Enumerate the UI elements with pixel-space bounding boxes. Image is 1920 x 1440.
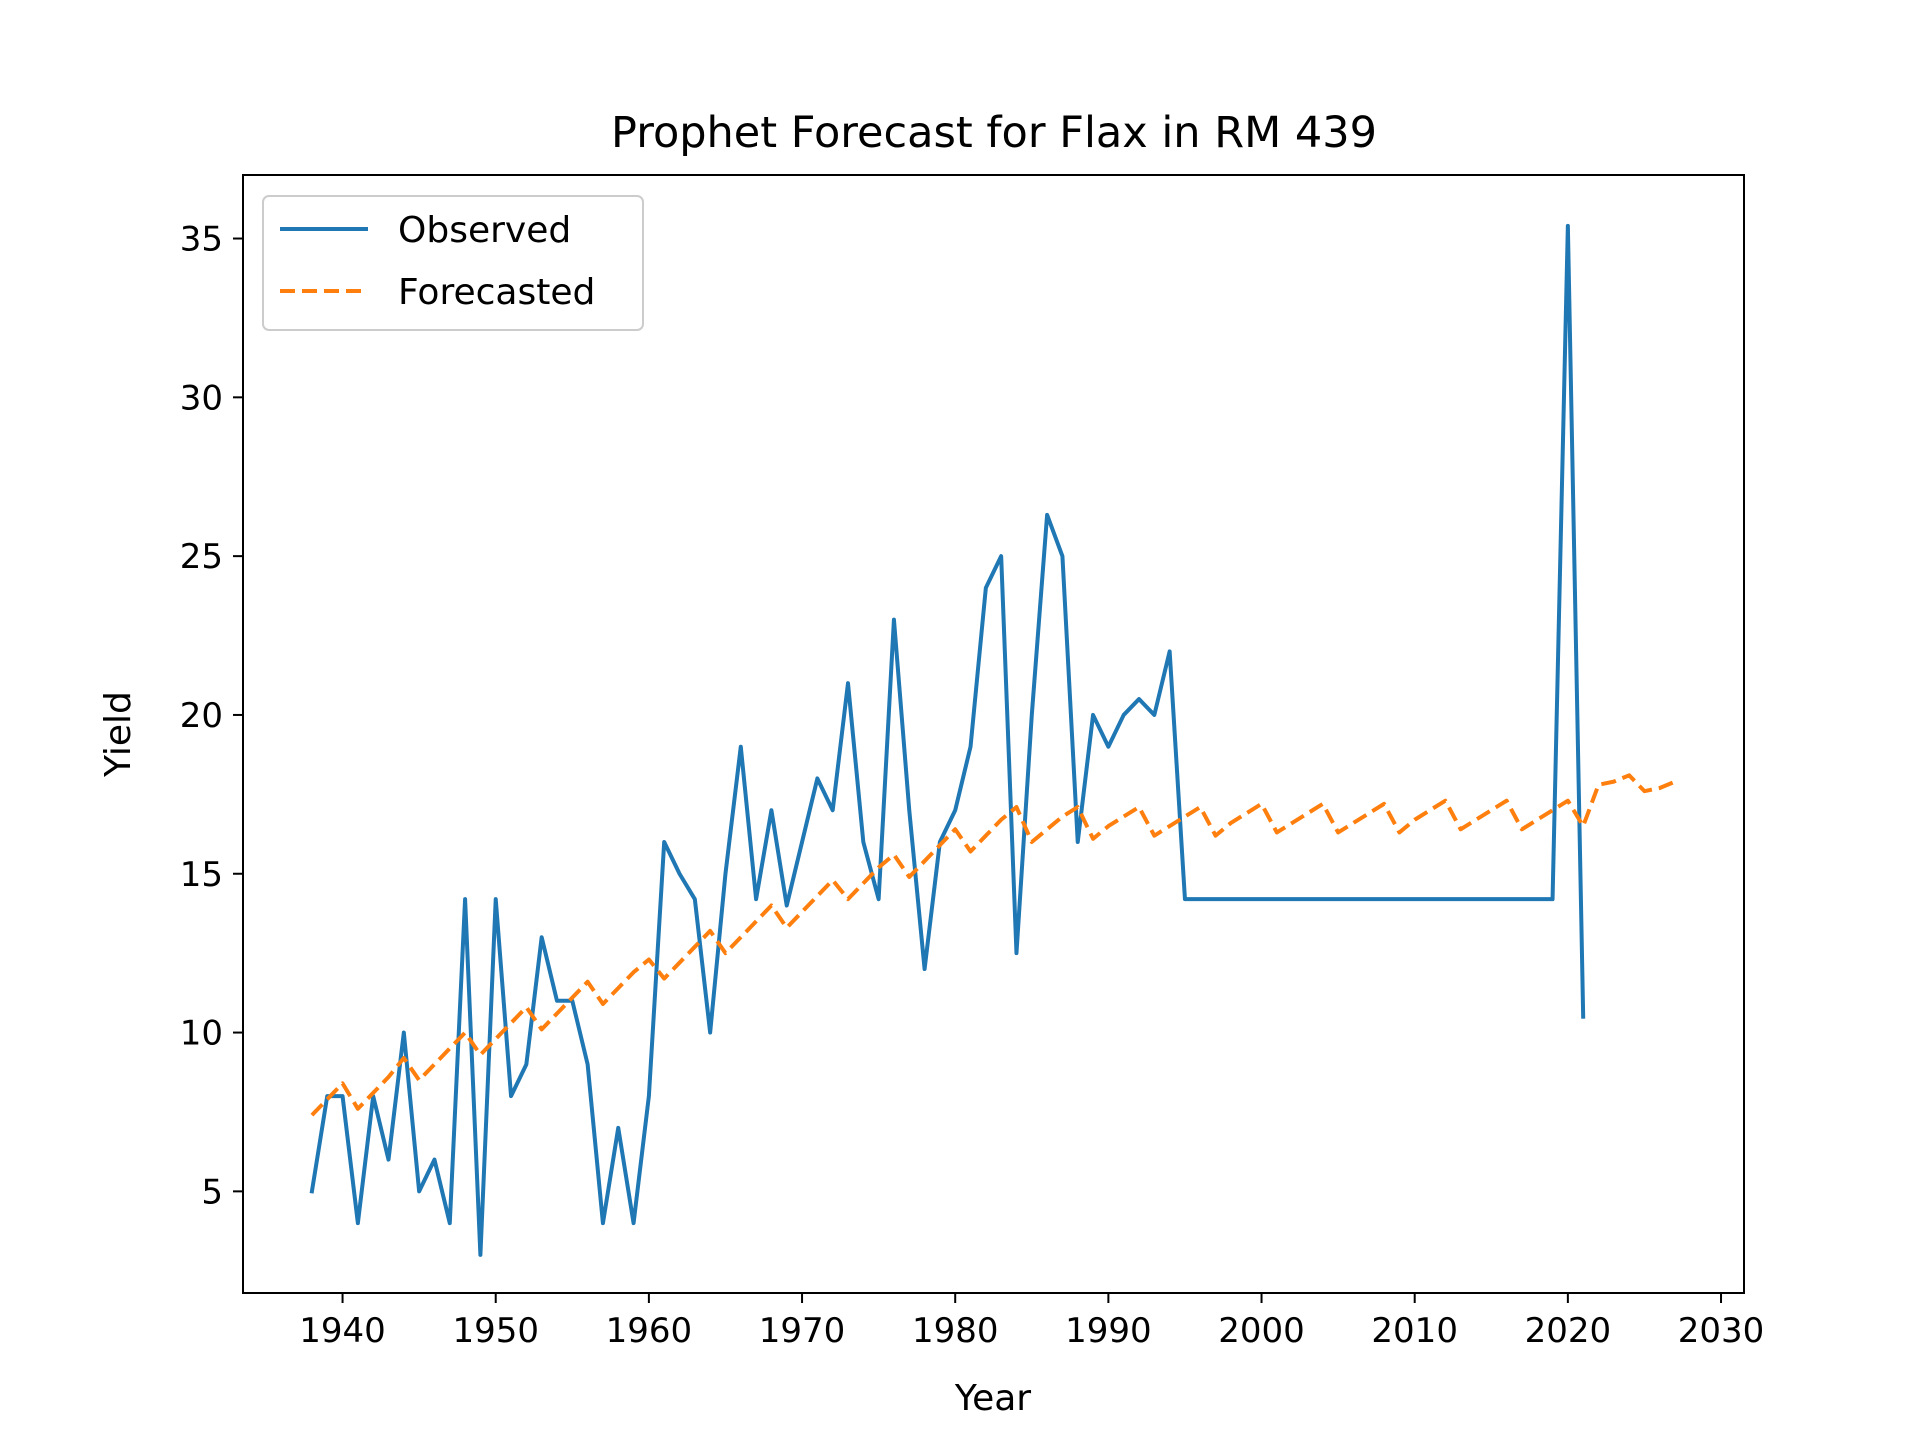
y-tick-label: 25 [180,537,223,577]
plot-area [242,174,1745,1294]
y-tick-label: 5 [201,1172,223,1212]
legend: Observed Forecasted [262,195,644,331]
x-axis-label: Year [954,1378,1031,1419]
series-line-observed [309,223,1586,1257]
y-axis-label: Yield [98,691,139,778]
x-tick-label: 2020 [1525,1311,1612,1351]
series-layer [309,223,1676,1257]
x-tick-label: 1960 [606,1311,693,1351]
legend-label-forecasted: Forecasted [398,272,595,313]
x-tick-label: 1990 [1065,1311,1152,1351]
x-tick-label: 2030 [1678,1311,1765,1351]
x-axis: 1940 1950 1960 1970 1980 1990 2000 2010 2020 2030 [299,1293,1764,1351]
y-tick-label: 30 [180,378,223,418]
y-axis: 5 10 15 20 25 30 35 [180,220,243,1212]
x-tick-label: 1940 [299,1311,386,1351]
x-tick-label: 1970 [759,1311,846,1351]
y-tick-label: 35 [180,220,223,260]
x-tick-label: 1980 [912,1311,999,1351]
x-tick-label: 2000 [1218,1311,1305,1351]
chart-title: Prophet Forecast for Flax in RM 439 [611,108,1377,158]
plot-frame [242,174,1745,1294]
legend-label-observed: Observed [398,210,571,251]
x-tick-label: 2010 [1371,1311,1458,1351]
y-tick-label: 20 [180,696,223,736]
y-tick-label: 15 [180,855,223,895]
y-tick-label: 10 [180,1014,223,1054]
x-tick-label: 1950 [452,1311,539,1351]
